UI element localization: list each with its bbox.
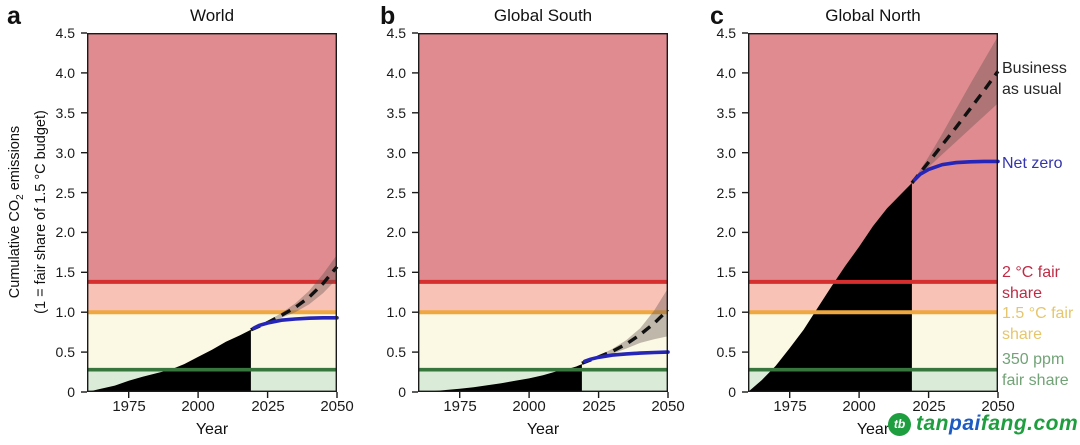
x-tick-label: 2050 [651,398,685,415]
y-tick-label: 1.0 [716,304,736,320]
x-tick-label: 2025 [582,398,616,415]
watermark-text-part: tan [916,412,949,435]
y-tick-label: 1.5 [386,264,406,280]
tanpaifang-logo-icon: tb [888,412,911,436]
annotation-net-zero: Net zero [1002,155,1063,172]
panel-world: a World 4.5 4.0 3.5 3.0 2.5 2.0 1.5 1.0 0.5 0 197… [7,2,354,438]
panel-letter-b: b [380,2,396,30]
y-tick-label: 2.5 [716,185,736,201]
y-tick-label: 3.5 [716,105,736,121]
site-watermark: tb tanpaifang.com [888,412,1078,436]
y-tick-label: 2.0 [55,224,75,240]
panel-letter-c: c [710,2,724,30]
y-tick-label: 1.0 [386,304,406,320]
y-axis-label-line2: (1 = fair share of 1.5 °C budget) [32,110,49,314]
watermark-text-part: fang.com [980,412,1079,435]
y-tick-label: 4.0 [386,65,406,81]
y-tick-label: 1.0 [55,304,75,320]
plot-border [86,32,338,393]
x-tick-label: 1975 [112,398,146,415]
threshold-band [418,281,668,313]
watermark-text: tanpaifang.com [916,412,1078,436]
y-tick-label: 0 [728,384,736,400]
x-tick-label: 2000 [842,398,876,415]
x-tick-label: 2025 [912,398,946,415]
x-tick-label: 2025 [251,398,285,415]
annotation-1-5c-fair-share: 1.5 °C fair share [1002,305,1074,343]
watermark-text-part: pai [949,412,981,435]
y-tick-label: 4.5 [716,25,736,41]
x-tick-label: 2000 [512,398,546,415]
x-tick-label: 1975 [443,398,477,415]
plot-border [747,32,999,393]
y-tick-label: 2.0 [716,224,736,240]
y-tick-label: 0 [398,384,406,400]
x-axis-title-global-south: Year [526,421,560,438]
historical-emissions-area [748,183,912,392]
y-tick-label: 0.5 [716,344,736,360]
y-tick-label: 4.0 [55,65,75,81]
threshold-band [87,281,337,313]
x-axis-title-world: Year [195,421,229,438]
plot-area-global-south [412,32,670,398]
plot-area-global-north [742,32,1000,398]
threshold-band [418,33,668,282]
bau-uncertainty-band [250,254,337,330]
x-tick-label: 2050 [981,398,1015,415]
y-axis-label-line1: Cumulative CO2 emissions [7,125,26,299]
panel-global-north: c Global North 4.5 4.0 3.5 3.0 2.5 2.0 1.5 1.0 0… [710,2,1015,438]
y-tick-label: 3.5 [55,105,75,121]
x-tick-label: 2050 [320,398,354,415]
y-tick-label: 2.0 [386,224,406,240]
x-axis-title-global-north: Year [856,421,890,438]
y-tick-label: 1.5 [55,264,75,280]
panel-title-global-north: Global North [825,6,921,25]
threshold-band [418,312,668,370]
historical-emissions-area [418,364,582,392]
plot-border [417,32,669,393]
y-tick-label: 3.0 [386,145,406,161]
x-tick-label: 2000 [181,398,215,415]
bau-uncertainty-band [911,36,998,184]
y-tick-label: 0 [67,384,75,400]
plot-area-world [81,32,339,398]
annotation-business-as-usual: Business as usual [1002,60,1067,98]
panel-global-south: b Global South 4.5 4.0 3.5 3.0 2.5 2.0 1.5 1.0 0… [380,2,685,438]
y-tick-label: 0.5 [55,344,75,360]
bau-uncertainty-band [581,288,668,364]
y-tick-label: 2.5 [55,185,75,201]
bau-dashed-line [910,70,1000,185]
y-tick-label: 3.0 [55,145,75,161]
annotation-350ppm-fair-share: 350 ppm fair share [1002,351,1069,389]
y-axis-label: Cumulative CO2 emissions (1 = fair share… [5,110,51,314]
panel-title-global-south: Global South [493,6,593,25]
panel-letter-a: a [7,2,21,30]
net-zero-line [582,350,670,364]
y-tick-label: 3.5 [386,105,406,121]
net-zero-line [912,159,1000,182]
historical-emissions-area [87,329,251,392]
net-zero-line [251,315,339,331]
threshold-band [87,33,337,282]
x-tick-label: 1975 [773,398,807,415]
y-tick-label: 1.5 [716,264,736,280]
y-tick-label: 4.0 [716,65,736,81]
y-tick-label: 4.5 [55,25,75,41]
y-tick-label: 3.0 [716,145,736,161]
annotation-2c-fair-share: 2 °C fair share [1002,264,1060,302]
y-tick-label: 0.5 [386,344,406,360]
y-tick-label: 4.5 [386,25,406,41]
panel-title-world: World [189,6,235,25]
y-tick-label: 2.5 [386,185,406,201]
